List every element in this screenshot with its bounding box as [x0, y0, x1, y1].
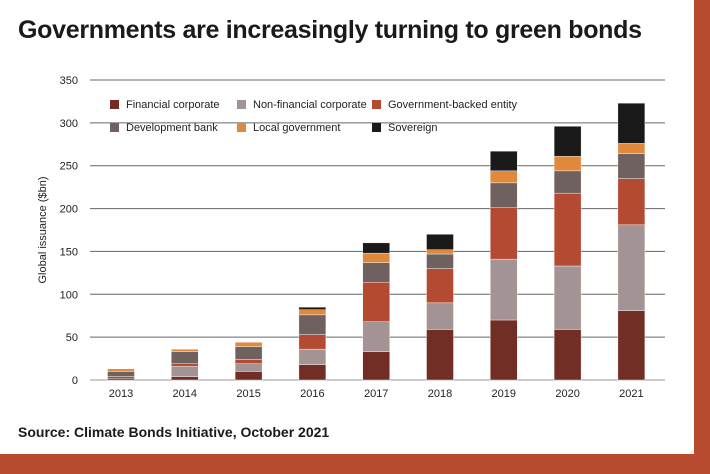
bar-segment: [553, 192, 582, 267]
bar-segment: [617, 153, 646, 179]
x-tick-label: 2015: [236, 388, 260, 400]
y-tick-label: 300: [60, 118, 78, 130]
bar-segment: [107, 378, 135, 381]
bar-segment: [298, 334, 327, 350]
bar-segment: [426, 234, 454, 250]
bar-segment: [171, 348, 199, 352]
bar-segment: [298, 348, 327, 365]
x-tick-label: 2017: [364, 388, 388, 400]
x-tick-label: 2021: [619, 388, 643, 400]
bar-segment: [490, 170, 518, 184]
x-tick-label: 2018: [428, 388, 452, 400]
bar-segment: [553, 156, 582, 172]
bar-segment: [426, 253, 454, 269]
bar-segment: [362, 282, 390, 322]
bar-segment: [490, 182, 518, 208]
x-tick-label: 2013: [109, 388, 133, 400]
bar-segment: [426, 302, 454, 330]
bar-segment: [298, 314, 327, 335]
y-tick-label: 50: [66, 332, 78, 344]
source-note: Source: Climate Bonds Initiative, Octobe…: [18, 424, 330, 440]
bar-segment: [617, 102, 646, 144]
legend-label: Financial corporate: [126, 99, 220, 111]
x-tick-label: 2014: [173, 388, 197, 400]
bar-segment: [362, 252, 390, 263]
bar-segment: [107, 368, 135, 372]
legend-swatch: [110, 123, 119, 132]
bar-segment: [234, 346, 263, 360]
bar-segment: [107, 376, 135, 379]
bar-segment: [617, 143, 646, 154]
bar-segment: [553, 329, 582, 381]
y-axis-label: Global issuance ($bn): [37, 176, 49, 283]
bar-segment: [171, 366, 199, 377]
bar-segment: [298, 364, 327, 381]
legend-swatch: [237, 100, 246, 109]
y-tick-label: 150: [60, 246, 78, 258]
bar-segment: [617, 310, 646, 381]
bar-segment: [171, 363, 199, 367]
x-tick-label: 2020: [555, 388, 579, 400]
bar-segment: [553, 265, 582, 330]
legend-label: Local government: [253, 122, 340, 134]
y-tick-label: 0: [72, 375, 78, 387]
bar-segment: [362, 351, 390, 381]
bar-segment: [362, 321, 390, 352]
bar-segment: [490, 150, 518, 172]
bar-segment: [298, 306, 327, 310]
bar-segment: [426, 268, 454, 304]
y-tick-label: 100: [60, 289, 78, 301]
bar-segment: [490, 319, 518, 381]
bar-segment: [362, 242, 390, 254]
y-tick-label: 250: [60, 161, 78, 173]
legend-swatch: [110, 100, 119, 109]
y-tick-label: 200: [60, 204, 78, 216]
bar-segment: [617, 178, 646, 226]
x-tick-label: 2019: [492, 388, 516, 400]
bar-segment: [234, 359, 263, 364]
bar-segment: [234, 371, 263, 381]
legend-swatch: [372, 123, 381, 132]
bar-segment: [298, 309, 327, 316]
legend-swatch: [372, 100, 381, 109]
legend-label: Development bank: [126, 122, 218, 134]
bar-segment: [490, 207, 518, 260]
bar-segment: [426, 329, 454, 381]
x-tick-label: 2016: [300, 388, 324, 400]
bar-segment: [234, 342, 263, 347]
chart-title: Governments are increasingly turning to …: [18, 16, 642, 44]
bar-segment: [234, 363, 263, 372]
bar-segment: [107, 371, 135, 377]
bar-segment: [617, 224, 646, 311]
legend-label: Sovereign: [388, 122, 438, 134]
bar-segment: [553, 126, 582, 157]
bar-segment: [426, 249, 454, 255]
bar-segment: [362, 262, 390, 283]
bar-segment: [553, 170, 582, 194]
legend-swatch: [237, 123, 246, 132]
bar-segment: [171, 351, 199, 364]
legend-label: Non-financial corporate: [253, 99, 367, 111]
bar-segment: [490, 258, 518, 321]
bar-segment: [171, 376, 199, 381]
legend-label: Government-backed entity: [388, 99, 518, 111]
y-tick-label: 350: [60, 75, 78, 87]
